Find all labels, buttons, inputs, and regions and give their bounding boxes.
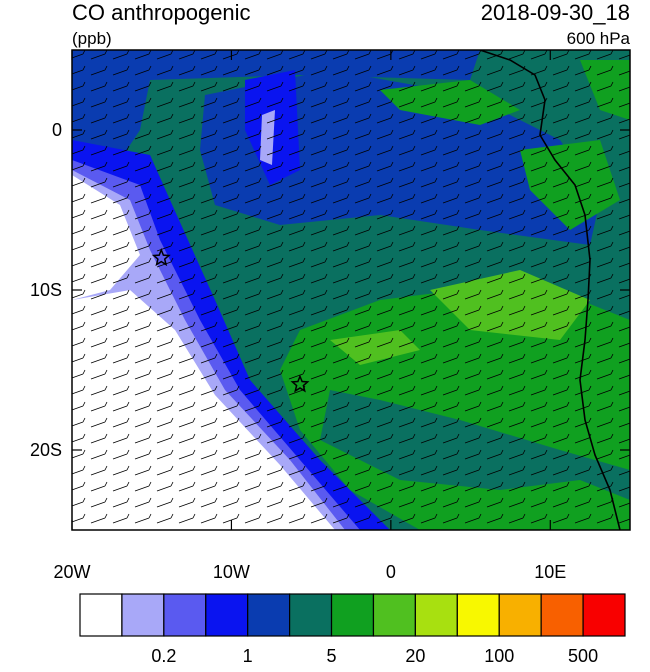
title: CO anthropogenic (72, 0, 251, 25)
colorbar-box (540, 593, 584, 637)
colorbar-box (414, 593, 458, 637)
colorbar-box (289, 593, 333, 637)
colorbar-box (372, 593, 416, 637)
x-tick-label: 10W (213, 562, 250, 582)
colorbar-box (247, 593, 291, 637)
y-tick-label: 20S (30, 440, 62, 460)
colorbar-box (163, 593, 207, 637)
colorbar-label: 5 (327, 646, 337, 666)
y-tick-label: 0 (52, 120, 62, 140)
colorbar-box (456, 593, 500, 637)
colorbar-label: 100 (484, 646, 514, 666)
y-tick-label: 10S (30, 280, 62, 300)
colorbar-box (330, 593, 375, 637)
colorbar-box (498, 593, 542, 637)
colorbar-label: 500 (568, 646, 598, 666)
x-tick-label: 0 (386, 562, 396, 582)
colorbar-label: 0.2 (151, 646, 176, 666)
colorbar-box (205, 593, 249, 637)
level: 600 hPa (567, 29, 631, 48)
site-star (290, 374, 310, 393)
site-star (151, 248, 171, 267)
x-tick-label: 20W (53, 562, 90, 582)
units: (ppb) (72, 29, 112, 48)
colorbar-box (121, 593, 165, 637)
time: 2018-09-30_18 (481, 0, 630, 25)
colorbar-box (79, 593, 123, 637)
field (72, 50, 630, 530)
colorbar-box (582, 593, 626, 637)
colorbar-label: 20 (405, 646, 425, 666)
x-tick-label: 10E (534, 562, 566, 582)
colorbar-label: 1 (243, 646, 253, 666)
